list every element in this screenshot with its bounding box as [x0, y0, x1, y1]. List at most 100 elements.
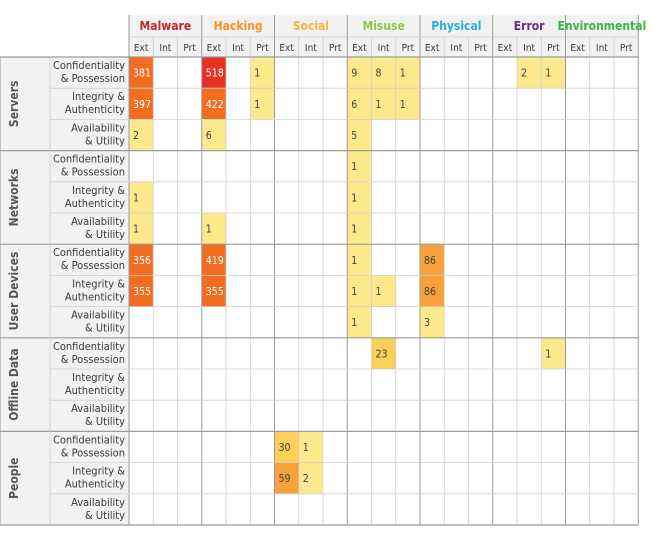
- subcolumn-label: Int: [596, 43, 608, 54]
- attribute-label-line1: Confidentiality: [53, 59, 125, 72]
- cell-value: 1: [303, 442, 309, 454]
- heat-cell: [347, 275, 372, 307]
- cell-value: 1: [351, 224, 357, 236]
- cell-value: 1: [545, 68, 551, 80]
- cell-value: 381: [133, 68, 151, 80]
- header-background: [129, 15, 639, 57]
- heat-cell: [274, 431, 299, 463]
- asset-group-label: Servers: [7, 81, 21, 128]
- heat-cell: [347, 181, 372, 213]
- heat-cell: [347, 88, 372, 120]
- cell-value: 1: [351, 161, 357, 173]
- cell-value: 6: [206, 130, 212, 142]
- cell-value: 1: [254, 99, 260, 111]
- heat-cell: [347, 119, 372, 151]
- cell-value: 1: [254, 68, 260, 80]
- heat-cell: [347, 306, 372, 338]
- heat-cell: [129, 57, 154, 89]
- cell-value: 59: [279, 473, 291, 485]
- attribute-label-line1: Integrity &: [72, 465, 125, 478]
- heat-cell: [371, 275, 396, 307]
- attribute-label-line2: & Utility: [85, 134, 125, 147]
- heat-cell: [201, 57, 226, 89]
- cell-value: 1: [133, 192, 139, 204]
- subcolumn-label: Int: [450, 43, 462, 54]
- cell-value: 3: [424, 317, 430, 329]
- asset-group-label: Networks: [7, 168, 21, 226]
- cell-value: 5: [351, 130, 357, 142]
- attribute-label-line2: & Possession: [61, 353, 125, 366]
- cell-value: 1: [351, 192, 357, 204]
- attribute-label-line2: & Utility: [85, 509, 125, 522]
- subcolumn-label: Ext: [352, 43, 367, 54]
- attribute-label-line2: Authenticity: [65, 290, 125, 303]
- subcolumn-label: Int: [305, 43, 317, 54]
- attribute-label-line2: Authenticity: [65, 478, 125, 491]
- cell-value: 419: [206, 255, 224, 267]
- subcolumn-label: Prt: [474, 43, 487, 54]
- attribute-label-line1: Availability: [71, 121, 125, 134]
- heat-cell: [347, 244, 372, 276]
- subcolumn-label: Prt: [256, 43, 269, 54]
- heat-cell: [201, 119, 226, 151]
- heat-cell: [129, 244, 154, 276]
- heat-cell: [201, 275, 226, 307]
- heat-cell: [129, 88, 154, 120]
- attribute-label-line2: & Possession: [61, 446, 125, 459]
- attribute-label-line2: & Possession: [61, 72, 125, 85]
- subcolumn-label: Ext: [498, 43, 513, 54]
- heat-cell: [201, 88, 226, 120]
- cell-value: 2: [133, 130, 139, 142]
- attribute-label-line1: Availability: [71, 402, 125, 415]
- subcolumn-label: Int: [378, 43, 390, 54]
- subcolumn-label: Ext: [279, 43, 294, 54]
- subcolumn-label: Prt: [329, 43, 342, 54]
- cell-value: 8: [376, 68, 382, 80]
- heat-cell: [420, 244, 445, 276]
- attribute-label-line1: Integrity &: [72, 90, 125, 103]
- subcolumn-label: Int: [159, 43, 171, 54]
- subcolumn-label: Prt: [402, 43, 415, 54]
- category-label: Physical: [431, 19, 481, 33]
- attribute-label-line2: & Possession: [61, 166, 125, 179]
- asset-group-label: User Devices: [7, 252, 21, 331]
- heat-cell: [250, 57, 275, 89]
- cell-value: 1: [376, 286, 382, 298]
- heat-cell: [517, 57, 542, 89]
- attribute-label-line1: Integrity &: [72, 277, 125, 290]
- heat-cell: [129, 275, 154, 307]
- subcolumn-label: Ext: [425, 43, 440, 54]
- category-label: Hacking: [214, 19, 263, 33]
- heat-cell: [201, 244, 226, 276]
- cell-value: 1: [400, 99, 406, 111]
- row-header-background: [0, 57, 129, 525]
- cell-value: 1: [351, 286, 357, 298]
- subcolumn-label: Int: [232, 43, 244, 54]
- cell-value: 1: [545, 348, 551, 360]
- cell-value: 30: [279, 442, 291, 454]
- subcolumn-label: Ext: [570, 43, 585, 54]
- category-label: Malware: [140, 19, 192, 33]
- heat-cell: [201, 213, 226, 245]
- attribute-label-line1: Confidentiality: [53, 246, 125, 259]
- heat-cell: [420, 306, 445, 338]
- attribute-label-line2: & Utility: [85, 228, 125, 241]
- attribute-label-line1: Availability: [71, 215, 125, 228]
- attribute-label-line2: Authenticity: [65, 103, 125, 116]
- attribute-label-line1: Confidentiality: [53, 153, 125, 166]
- heat-cell: [274, 462, 299, 494]
- heat-cell: [395, 57, 420, 89]
- cell-value: 86: [424, 286, 436, 298]
- subcolumn-label: Int: [523, 43, 535, 54]
- heat-cell: [371, 88, 396, 120]
- subcolumn-label: Ext: [207, 43, 222, 54]
- category-label: Social: [293, 19, 329, 33]
- heat-cell: [347, 57, 372, 89]
- asset-group-label: People: [7, 457, 21, 498]
- heat-cell: [129, 213, 154, 245]
- heat-cell: [347, 213, 372, 245]
- attribute-label-line2: & Utility: [85, 322, 125, 335]
- cell-value: 422: [206, 99, 224, 111]
- attribute-label-line2: & Utility: [85, 415, 125, 428]
